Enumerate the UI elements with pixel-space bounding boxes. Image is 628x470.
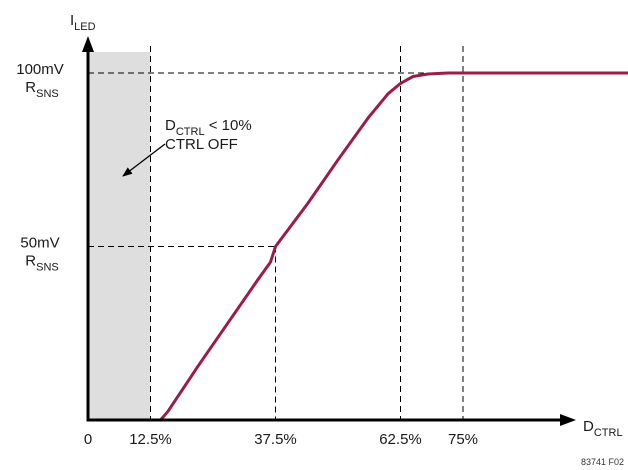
x-tick-labels: 0 12.5% 37.5% 62.5% 75%	[84, 431, 478, 448]
annotation-ctrl-off: CTRL OFF	[165, 136, 238, 153]
x-tick-label: 62.5%	[379, 431, 422, 448]
y-axis-arrowhead	[82, 36, 94, 52]
x-tick-label: 12.5%	[129, 431, 172, 448]
y-tick-label-top: 50mV	[20, 235, 59, 252]
x-axis-arrowhead	[560, 414, 576, 426]
series-line-iled	[159, 71, 628, 422]
y-tick-label-bottom: RSNS	[25, 79, 58, 100]
figure-id: 83741 F02	[581, 457, 624, 467]
ctrl-off-shaded-region	[88, 52, 151, 420]
x-axis-label: DCTRL	[583, 418, 623, 439]
annotation-dctrl-threshold: DCTRL < 10%	[165, 117, 252, 138]
x-tick-label: 37.5%	[254, 431, 297, 448]
y-tick-label-top: 100mV	[16, 61, 64, 78]
y-tick-label-bottom: RSNS	[25, 253, 58, 274]
annotation-arrow	[122, 143, 166, 177]
x-tick-label: 75%	[448, 431, 478, 448]
y-axis-label: ILED	[70, 12, 96, 33]
dashed-guide-lines	[88, 46, 464, 420]
x-tick-label: 0	[84, 431, 92, 448]
